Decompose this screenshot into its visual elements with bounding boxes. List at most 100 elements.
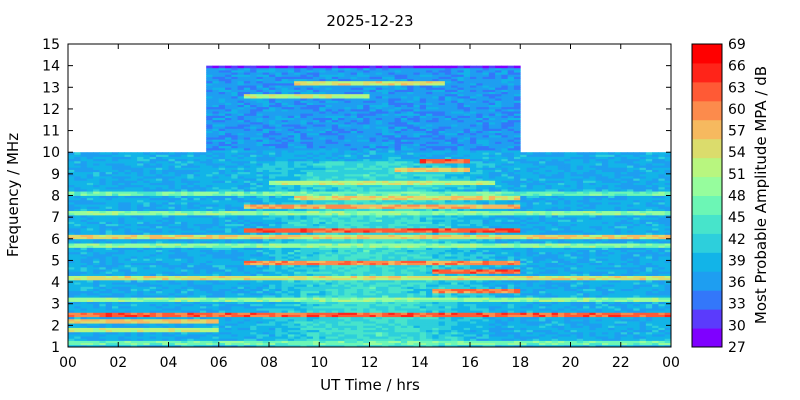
heatmap-cell bbox=[344, 147, 352, 151]
heatmap-cell bbox=[168, 247, 176, 250]
heatmap-cell bbox=[262, 338, 270, 341]
heatmap-cell bbox=[111, 158, 119, 162]
heatmap-cell bbox=[338, 264, 345, 268]
heatmap-cell bbox=[155, 204, 163, 207]
heatmap-cell bbox=[231, 132, 238, 136]
heatmap-cell bbox=[124, 273, 132, 276]
heatmap-cell bbox=[231, 108, 238, 112]
heatmap-cell bbox=[237, 82, 245, 86]
heatmap-cell bbox=[338, 240, 345, 244]
heatmap-cell bbox=[306, 121, 314, 125]
heatmap-cell bbox=[74, 253, 81, 257]
heatmap-cell bbox=[130, 156, 138, 160]
heatmap-cell bbox=[256, 245, 264, 248]
heatmap-cell bbox=[256, 223, 264, 227]
heatmap-cell bbox=[300, 160, 308, 164]
heatmap-cell bbox=[331, 150, 339, 153]
heatmap-cell bbox=[130, 201, 138, 205]
heatmap-cell bbox=[206, 145, 213, 149]
heatmap-cell bbox=[269, 305, 276, 309]
heatmap-cell bbox=[86, 273, 94, 276]
heatmap-cell bbox=[319, 314, 326, 318]
heatmap-cell bbox=[325, 240, 333, 244]
heatmap-cell bbox=[181, 160, 188, 164]
heatmap-cell bbox=[212, 232, 220, 235]
heatmap-cell bbox=[137, 236, 144, 240]
heatmap-cell bbox=[256, 178, 264, 181]
heatmap-cell bbox=[225, 292, 232, 296]
heatmap-cell bbox=[256, 130, 264, 134]
heatmap-cell bbox=[162, 310, 169, 313]
heatmap-cell bbox=[250, 273, 257, 276]
heatmap-cell bbox=[206, 173, 213, 177]
heatmap-cell bbox=[93, 236, 100, 240]
heatmap-cell bbox=[137, 249, 144, 253]
heatmap-cell bbox=[281, 189, 289, 192]
heatmap-cell bbox=[287, 139, 295, 142]
heatmap-cell bbox=[187, 176, 195, 179]
heatmap-cell bbox=[181, 342, 188, 346]
heatmap-cell bbox=[105, 301, 113, 305]
heatmap-cell bbox=[137, 269, 144, 272]
heatmap-cell bbox=[231, 301, 238, 305]
heatmap-cell bbox=[281, 299, 289, 302]
heatmap-cell bbox=[287, 82, 295, 86]
heatmap-cell bbox=[338, 74, 345, 77]
heatmap-cell bbox=[212, 204, 220, 207]
heatmap-cell bbox=[231, 95, 238, 99]
heatmap-cell bbox=[206, 108, 213, 112]
heatmap-cell bbox=[344, 275, 352, 279]
heatmap-cell bbox=[124, 217, 132, 220]
heatmap-cell bbox=[237, 342, 245, 346]
heatmap-cell bbox=[256, 180, 264, 183]
heatmap-cell bbox=[225, 329, 232, 333]
heatmap-cell bbox=[181, 180, 188, 183]
heatmap-cell bbox=[168, 223, 176, 227]
heatmap-cell bbox=[243, 89, 251, 93]
heatmap-cell bbox=[250, 163, 257, 166]
heatmap-cell bbox=[281, 318, 289, 322]
heatmap-cell bbox=[187, 277, 195, 281]
heatmap-cell bbox=[287, 67, 295, 71]
heatmap-cell bbox=[294, 217, 301, 220]
heatmap-cell bbox=[187, 227, 195, 231]
heatmap-cell bbox=[149, 282, 157, 285]
heatmap-cell bbox=[231, 282, 238, 285]
heatmap-cell bbox=[187, 165, 195, 168]
heatmap-cell bbox=[275, 145, 282, 149]
heatmap-cell bbox=[300, 201, 308, 205]
heatmap-cell bbox=[319, 301, 326, 305]
heatmap-cell bbox=[269, 189, 276, 192]
heatmap-cell bbox=[269, 178, 276, 181]
heatmap-cell bbox=[231, 98, 238, 101]
heatmap-cell bbox=[130, 275, 138, 279]
heatmap-cell bbox=[181, 238, 188, 242]
heatmap-cell bbox=[350, 308, 358, 311]
heatmap-cell bbox=[294, 100, 301, 103]
heatmap-cell bbox=[99, 266, 107, 270]
heatmap-cell bbox=[225, 214, 232, 218]
heatmap-cell bbox=[281, 139, 289, 142]
heatmap-cell bbox=[250, 180, 257, 183]
heatmap-cell bbox=[338, 258, 345, 261]
heatmap-cell bbox=[231, 214, 238, 218]
heatmap-cell bbox=[124, 301, 132, 305]
heatmap-cell bbox=[225, 221, 232, 225]
heatmap-cell bbox=[344, 78, 352, 82]
heatmap-cell bbox=[287, 128, 295, 131]
heatmap-cell bbox=[181, 225, 188, 229]
heatmap-cell bbox=[111, 234, 119, 238]
heatmap-cell bbox=[250, 104, 257, 108]
heatmap-cell bbox=[212, 139, 220, 142]
heatmap-cell bbox=[231, 225, 238, 229]
heatmap-cell bbox=[312, 234, 320, 238]
heatmap-cell bbox=[269, 312, 276, 315]
heatmap-cell bbox=[162, 221, 169, 225]
heatmap-cell bbox=[344, 134, 352, 138]
heatmap-cell bbox=[331, 137, 339, 140]
heatmap-cell bbox=[300, 227, 308, 231]
heatmap-cell bbox=[181, 340, 188, 344]
heatmap-cell bbox=[212, 299, 220, 302]
heatmap-cell bbox=[155, 305, 163, 309]
heatmap-cell bbox=[80, 184, 88, 188]
